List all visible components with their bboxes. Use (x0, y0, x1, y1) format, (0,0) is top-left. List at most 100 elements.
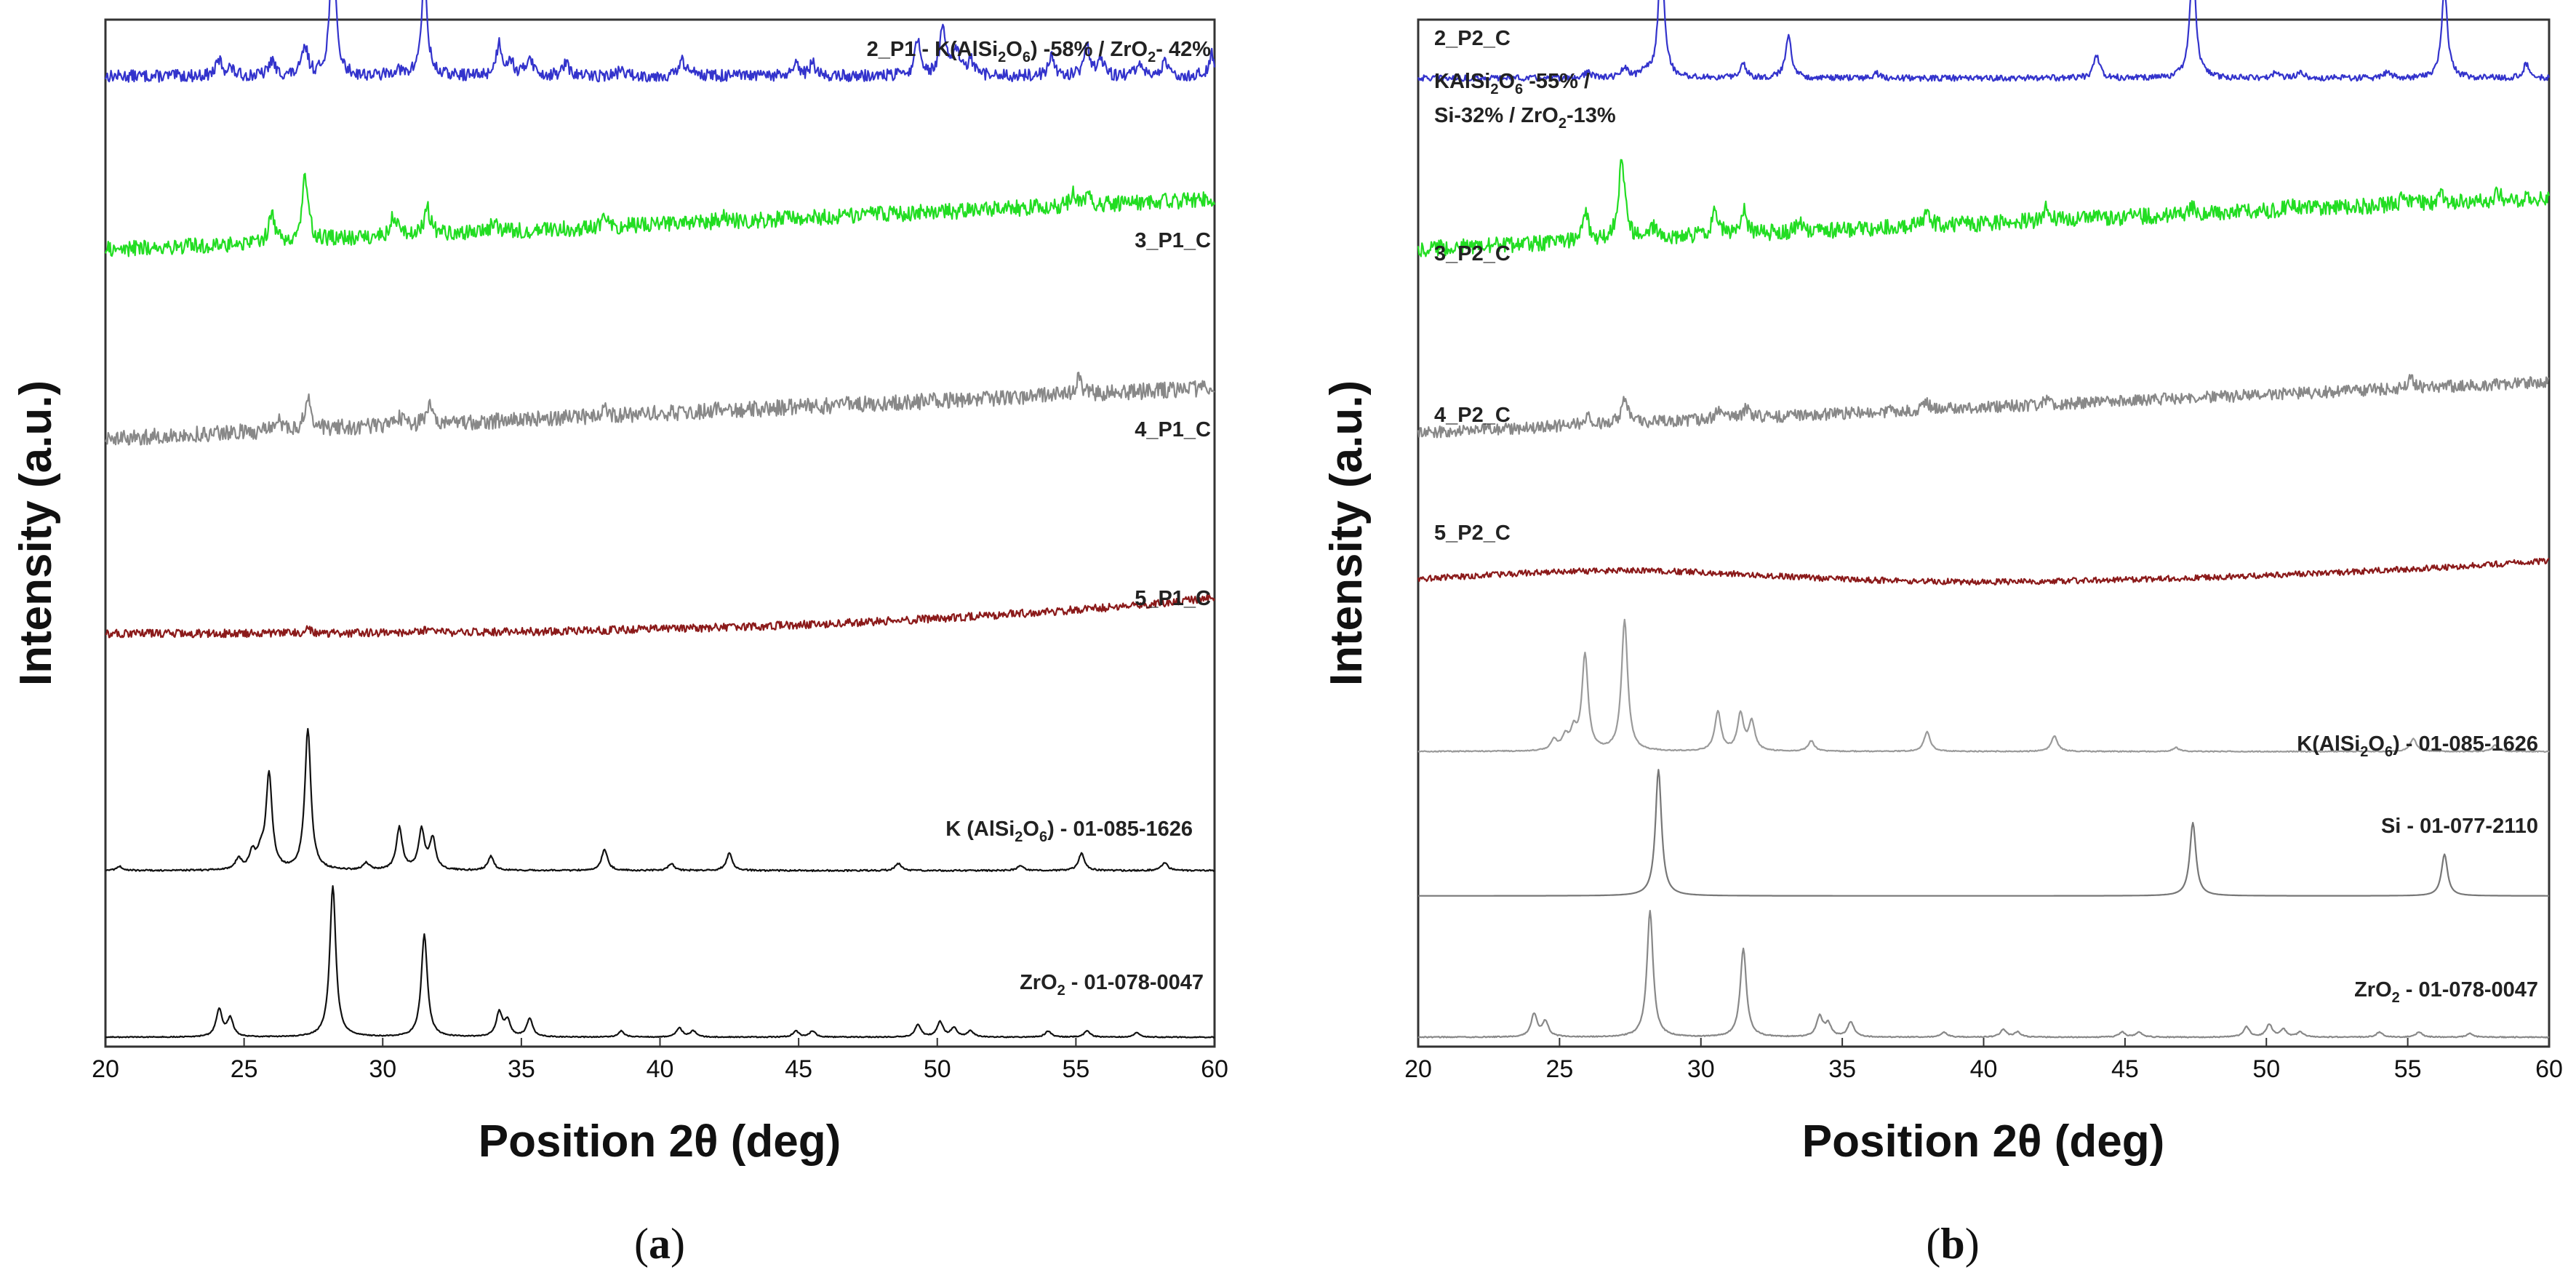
plot-frame-b (1417, 18, 2551, 1048)
x-tick-label: 60 (2535, 1055, 2563, 1083)
x-tick-label: 30 (1687, 1055, 1715, 1083)
panel-label-b-open: ( (1926, 1220, 1940, 1268)
series-line-zro2-01-078-0047 (105, 885, 1215, 1039)
series-label-part: KAlSi (1434, 70, 1490, 93)
x-tick-label: 20 (1404, 1055, 1432, 1083)
x-tick-label: 35 (508, 1055, 535, 1083)
panel-label-a: (a) (634, 1220, 685, 1268)
panel-label-a-letter: a (649, 1220, 671, 1268)
x-axis-label-b: Position 2θ (deg) (1802, 1116, 2165, 1167)
series-label-part: 2 (2392, 990, 2400, 1006)
series-label: 4_P2_C (1434, 404, 1511, 427)
series-label-part: 2 (2360, 744, 2368, 760)
series-label: 2_P2_C (1434, 27, 1511, 50)
series-label-part: K(AlSi (2297, 732, 2360, 756)
panel-label-b-close: ) (1965, 1220, 1980, 1268)
x-tick-label: 40 (647, 1055, 674, 1083)
series-label-part: 5_P1_C (1135, 587, 1211, 610)
series-label: Si-32% / ZrO2-13% (1434, 104, 1616, 132)
series-label-part: ) -58% / ZrO (1031, 38, 1148, 61)
series-line-3-p1-c (104, 172, 1216, 257)
x-tick-label: 45 (2111, 1055, 2139, 1083)
series-label-part: K ( (945, 818, 974, 841)
series-label-part: 2 (998, 49, 1006, 65)
series-label-part: O (1023, 818, 1039, 841)
series-label-part: 2 (1559, 116, 1567, 132)
series-label-part: -55% / (1523, 70, 1590, 93)
series-label-part: O (1006, 38, 1023, 61)
x-tick-label: 50 (924, 1055, 951, 1083)
series-label: 3_P1_C (1135, 229, 1211, 252)
x-axis-ticks-a: 20 25 30 35 40 45 50 55 60 (92, 1038, 1228, 1083)
series-label-part: ZrO (1020, 971, 1057, 994)
series-line-4-p1-c (104, 372, 1215, 446)
panel-label-a-close: ) (671, 1220, 685, 1268)
series-label: 5_P1_C (1135, 587, 1211, 610)
series-label: 3_P2_C (1434, 242, 1511, 265)
x-tick-label: 25 (231, 1055, 258, 1083)
x-tick-label: 55 (2394, 1055, 2422, 1083)
series-line-5-p2-c (1417, 557, 2550, 585)
series-label-part: 6 (2385, 744, 2393, 760)
x-tick-label: 35 (1828, 1055, 1856, 1083)
series-label-part: 2 (1148, 49, 1156, 65)
series-label-part: 6 (1039, 829, 1047, 845)
x-tick-label: 60 (1201, 1055, 1228, 1083)
x-tick-label: 20 (92, 1055, 119, 1083)
series-label: 2_P1 - K(AlSi2O6) -58% / ZrO2- 42% (867, 38, 1212, 65)
x-tick-label: 45 (785, 1055, 812, 1083)
series-label: 5_P2_C (1434, 521, 1511, 545)
series-label-part: - 42% (1156, 38, 1211, 61)
panel-a: 20 25 30 35 40 45 50 55 60 2_P1 - K(AlSi2O6) -58… (11, 0, 1228, 1268)
series-line-2-p1-c (104, 0, 1216, 83)
series-label-part: ) - 01-085-1626 (2393, 732, 2538, 756)
x-tick-label: 55 (1062, 1055, 1089, 1083)
series-label: KAlSi2O6 -55% / (1434, 70, 1590, 97)
x-tick-label: 25 (1545, 1055, 1573, 1083)
series-label: K(AlSi2O6) - 01-085-1626 (2297, 732, 2538, 760)
x-tick-label: 30 (369, 1055, 396, 1083)
series-label-part: - 01-078-0047 (1065, 971, 1204, 994)
series-label-part: 3_P1_C (1135, 229, 1211, 252)
panel-label-a-open: ( (634, 1220, 649, 1268)
series-label: ZrO2 - 01-078-0047 (1020, 971, 1204, 999)
series-line-3-p2-c (1417, 159, 2551, 257)
series-label-part: Si - 01-077-2110 (2381, 815, 2538, 838)
series-label-part: 6 (1023, 49, 1031, 65)
x-tick-label: 50 (2252, 1055, 2280, 1083)
y-axis-label-a: Intensity (a.u.) (11, 380, 61, 686)
series-group-a (104, 0, 1216, 1039)
series-label-part: 2 (1057, 983, 1065, 999)
series-label-part: ) - 01-085-1626 (1047, 818, 1193, 841)
series-label-part: 5_P2_C (1434, 521, 1511, 545)
series-label-part: - 01-078-0047 (2400, 978, 2538, 1002)
series-line-2-p2-c (1417, 0, 2551, 82)
series-label: ZrO2 - 01-078-0047 (2354, 978, 2538, 1006)
series-label-part: 2 (1490, 81, 1498, 97)
series-label-part: 2_P2_C (1434, 27, 1511, 50)
series-label: 4_P1_C (1135, 418, 1211, 441)
x-axis-ticks-b: 20 25 30 35 40 45 50 55 60 (1404, 1038, 2563, 1083)
series-labels-a: 2_P1 - K(AlSi2O6) -58% / ZrO2- 42% 3_P1_C… (867, 38, 1212, 999)
series-line-5-p1-c (105, 593, 1215, 639)
panel-label-b: (b) (1926, 1220, 1979, 1268)
panel-label-b-letter: b (1940, 1220, 1964, 1268)
series-group-b (1417, 0, 2551, 1039)
series-line-si-01-077-2110 (1418, 769, 2549, 897)
series-line-zro2-01-078-0047 (1417, 910, 2550, 1039)
series-label-part: -13% (1567, 104, 1616, 127)
series-label-part: Si-32% / ZrO (1434, 104, 1559, 127)
series-label-part: O (1498, 70, 1515, 93)
x-axis-label-a: Position 2θ (deg) (479, 1116, 841, 1167)
series-label-part: ZrO (2354, 978, 2392, 1002)
series-label-part: 3_P2_C (1434, 242, 1511, 265)
series-line-4-p2-c (1417, 374, 2550, 439)
plot-frame-a (104, 18, 1216, 1048)
series-label-part: O (2368, 732, 2385, 756)
series-label: Si - 01-077-2110 (2381, 815, 2538, 838)
series-label: K (AlSi2O6) - 01-085-1626 (945, 818, 1193, 845)
series-line-k-alsi2o6-01-085-1626 (105, 727, 1215, 873)
